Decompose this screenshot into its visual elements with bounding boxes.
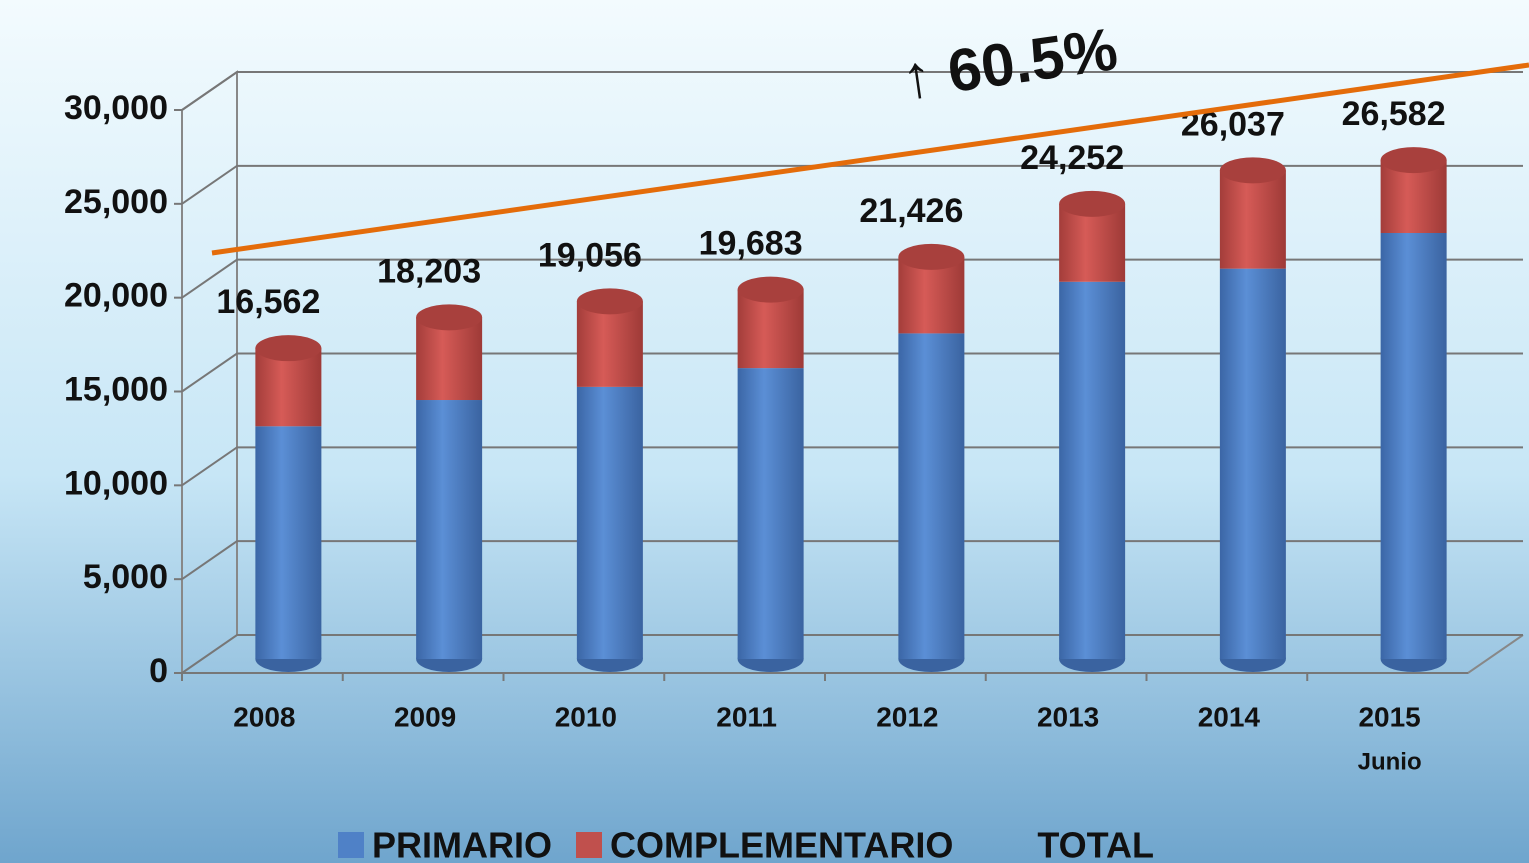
legend-label: TOTAL (1037, 825, 1154, 863)
bar (1059, 281, 1126, 659)
bar (1219, 170, 1286, 269)
bar (1219, 268, 1286, 659)
trend-line (211, 62, 1529, 256)
x-tick-note: Junio (1358, 748, 1422, 775)
grid-line (181, 71, 1523, 111)
legend-swatch (576, 832, 602, 858)
bar (416, 317, 483, 401)
bar (737, 368, 804, 659)
y-tick-label: 5,000 (83, 558, 168, 596)
x-tick-label: 2011 (716, 701, 777, 732)
legend-label: PRIMARIO (372, 825, 552, 863)
x-tick-label: 2014 (1198, 701, 1261, 732)
legend: PRIMARIO COMPLEMENTARIO TOTAL (338, 825, 1154, 863)
bar (576, 386, 643, 659)
bar-cap (898, 243, 965, 270)
bar (1380, 232, 1447, 659)
y-tick-label: 20,000 (64, 277, 168, 315)
bar-cap (576, 288, 643, 315)
data-label: 26,582 (1342, 95, 1446, 133)
bar-cap (737, 276, 804, 303)
y-tick-label: 0 (149, 652, 168, 690)
bar-cap (1059, 190, 1126, 217)
data-label: 19,056 (538, 236, 642, 274)
bar (255, 348, 322, 427)
bar (737, 289, 804, 369)
bar (255, 426, 322, 659)
y-tick-label: 10,000 (64, 464, 168, 502)
x-tick-label: 2012 (876, 701, 938, 732)
y-tick-label: 25,000 (64, 183, 168, 221)
grid-line (181, 164, 1523, 205)
x-tick-label: 2009 (394, 701, 456, 732)
data-label: 18,203 (377, 252, 481, 290)
data-label: 16,562 (216, 283, 320, 321)
y-tick-label: 30,000 (64, 89, 168, 127)
bar-cap (416, 304, 483, 331)
x-tick-label: 2010 (555, 701, 617, 732)
bar-cap (1219, 157, 1286, 184)
bar-cap (255, 335, 322, 362)
x-tick-label: 2013 (1037, 701, 1099, 732)
x-tick-label: 2015 (1358, 701, 1420, 732)
bar (576, 301, 643, 387)
legend-label: COMPLEMENTARIO (610, 825, 953, 863)
bar-cap (1380, 147, 1447, 174)
bar (416, 400, 483, 659)
y-tick-label: 15,000 (64, 370, 168, 408)
legend-swatch (338, 832, 364, 858)
bar (898, 333, 965, 659)
x-tick-label: 2008 (233, 701, 295, 732)
data-label: 21,426 (859, 192, 963, 230)
data-label: 24,252 (1020, 139, 1124, 177)
data-label: 19,683 (699, 225, 803, 263)
